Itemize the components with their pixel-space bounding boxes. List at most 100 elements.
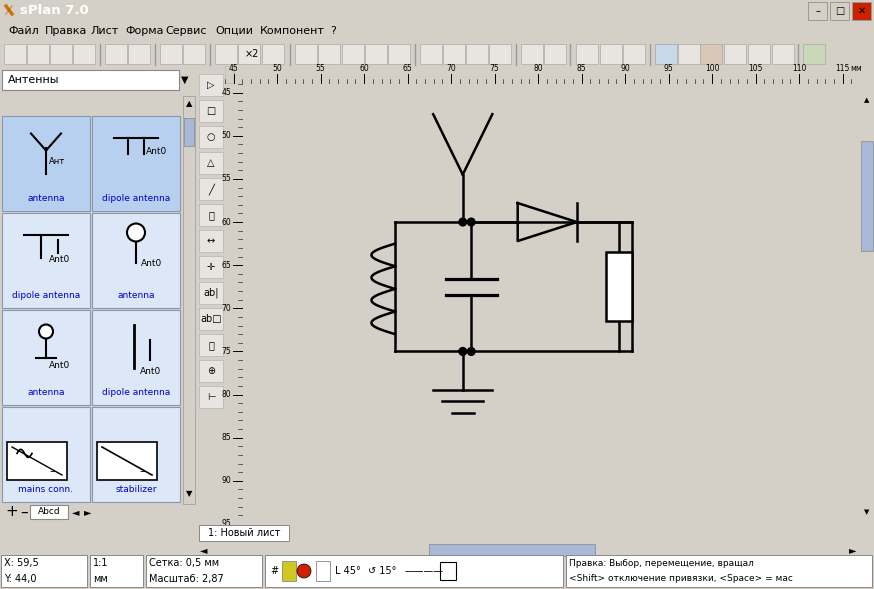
Bar (600, 44, 622, 64)
Bar (861, 141, 873, 251)
Text: ————: ———— (405, 566, 444, 576)
Text: Правка: Правка (45, 26, 87, 36)
Bar (262, 44, 284, 64)
Text: <Shift> отключение привязки, <Space> = мас: <Shift> отключение привязки, <Space> = м… (569, 574, 793, 584)
Bar (429, 544, 595, 557)
Text: mains conn.: mains conn. (18, 485, 73, 494)
Text: 45: 45 (221, 88, 231, 97)
Bar (146, 555, 262, 587)
Bar (4, 44, 26, 64)
Text: dipole antenna: dipole antenna (12, 291, 80, 300)
Bar (92, 116, 180, 211)
Bar (199, 74, 223, 96)
Text: +: + (5, 505, 17, 519)
Bar (7, 442, 67, 480)
Text: –: – (815, 6, 820, 16)
Bar (420, 44, 442, 64)
Bar (105, 44, 127, 64)
Text: Правка: Выбор, перемещение, вращал: Правка: Выбор, перемещение, вращал (569, 558, 754, 568)
Text: 70: 70 (447, 64, 456, 73)
Bar (199, 334, 223, 356)
Text: 65: 65 (221, 261, 231, 270)
Bar (199, 100, 223, 122)
Bar (521, 44, 543, 64)
Text: 65: 65 (403, 64, 413, 73)
Text: sPlan 7.0: sPlan 7.0 (20, 5, 89, 18)
Bar (199, 525, 289, 541)
Circle shape (468, 348, 475, 355)
Circle shape (459, 348, 467, 355)
Text: ↺ 15°: ↺ 15° (368, 566, 397, 576)
Bar (607, 252, 632, 321)
Text: ⊢: ⊢ (207, 392, 215, 402)
Text: 110: 110 (792, 64, 807, 73)
Text: antenna: antenna (117, 291, 155, 300)
Text: Сервис: Сервис (165, 26, 206, 36)
Bar (623, 44, 645, 64)
Text: ▼: ▼ (186, 489, 192, 498)
Text: мм: мм (850, 64, 862, 73)
Text: Форма: Форма (125, 26, 163, 36)
Bar (2, 116, 90, 211)
Bar (50, 44, 72, 64)
Bar (184, 118, 194, 146)
Text: –: – (49, 466, 54, 476)
Text: ▲: ▲ (864, 97, 870, 103)
Text: 75: 75 (489, 64, 500, 73)
Text: Опции: Опции (215, 26, 253, 36)
Circle shape (459, 218, 467, 226)
Text: ×2: ×2 (245, 49, 260, 59)
Bar (342, 44, 364, 64)
Text: ▷: ▷ (207, 80, 215, 90)
Bar (772, 44, 794, 64)
Text: 55: 55 (221, 174, 231, 183)
Text: 115: 115 (836, 64, 850, 73)
Text: 80: 80 (221, 390, 231, 399)
Bar (128, 44, 150, 64)
Text: 60: 60 (221, 217, 231, 227)
Bar (566, 555, 872, 587)
Text: ✕: ✕ (857, 6, 865, 16)
Bar (215, 44, 237, 64)
Text: ►: ► (84, 507, 92, 517)
Bar (803, 44, 825, 64)
Text: Файл: Файл (8, 26, 38, 36)
Text: Ant0: Ant0 (49, 256, 70, 264)
Text: Масштаб: 2,87: Масштаб: 2,87 (149, 574, 224, 584)
Text: ab□: ab□ (200, 314, 222, 324)
Text: 105: 105 (748, 64, 763, 73)
Text: –: – (20, 505, 28, 519)
Text: ▲: ▲ (186, 100, 192, 108)
Circle shape (127, 223, 145, 241)
Bar (199, 308, 223, 330)
Text: Ант: Ант (49, 157, 66, 166)
Text: 45: 45 (229, 64, 239, 73)
Circle shape (39, 325, 53, 339)
Text: ╱: ╱ (208, 183, 214, 195)
Bar (97, 442, 157, 480)
Bar (30, 505, 68, 519)
Bar (199, 282, 223, 304)
Text: antenna: antenna (27, 194, 65, 203)
Text: ◄: ◄ (72, 507, 80, 517)
Bar (199, 126, 223, 148)
Text: Ant0: Ant0 (141, 260, 163, 269)
Bar (388, 44, 410, 64)
Bar (316, 561, 330, 581)
Bar (199, 360, 223, 382)
Bar (199, 256, 223, 278)
Text: stabilizer: stabilizer (115, 485, 156, 494)
Bar (830, 2, 849, 20)
Text: 85: 85 (221, 434, 231, 442)
Bar (576, 44, 598, 64)
Bar (282, 561, 296, 581)
Bar (73, 44, 95, 64)
Text: 1:1: 1:1 (93, 558, 108, 568)
Bar (238, 44, 260, 64)
Text: ✛: ✛ (207, 262, 215, 272)
Text: ○: ○ (207, 132, 215, 142)
Text: Ant0: Ant0 (140, 366, 161, 376)
Text: 55: 55 (316, 64, 325, 73)
Text: ◄: ◄ (200, 545, 208, 555)
Bar (489, 44, 511, 64)
